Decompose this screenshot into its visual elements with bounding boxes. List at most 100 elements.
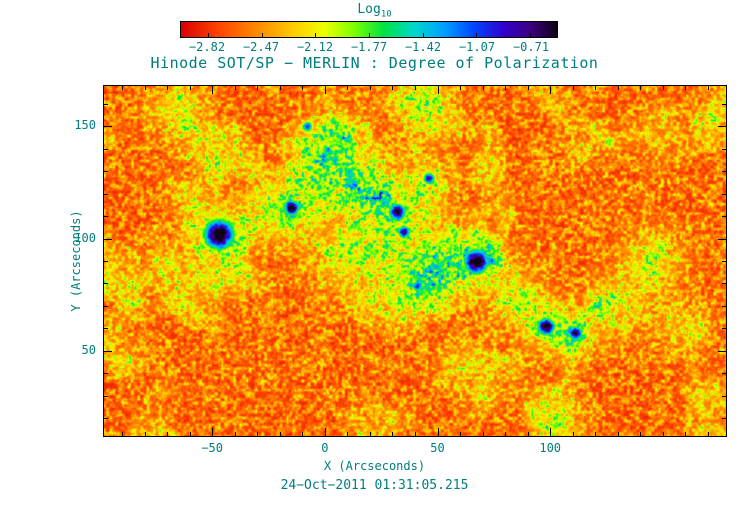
axis-tick bbox=[640, 432, 642, 436]
x-tick-label: −50 bbox=[201, 441, 224, 455]
axis-tick bbox=[167, 86, 169, 90]
axis-tick bbox=[104, 216, 108, 218]
axis-tick bbox=[104, 418, 108, 420]
axis-tick bbox=[572, 86, 574, 90]
axis-tick bbox=[104, 350, 112, 352]
colorbar-gradient bbox=[181, 22, 557, 37]
colorbar-tick bbox=[207, 33, 209, 37]
axis-tick bbox=[482, 432, 484, 436]
x-axis-label: X (Arcseconds) bbox=[323, 459, 426, 473]
colorbar-title-text: Log bbox=[357, 2, 381, 17]
axis-tick bbox=[279, 86, 281, 90]
y-tick-label: 100 bbox=[74, 230, 96, 245]
y-tick-label: 50 bbox=[81, 342, 96, 357]
axis-tick bbox=[104, 148, 108, 150]
colorbar-tick-label: −2.47 bbox=[242, 40, 280, 54]
axis-tick bbox=[369, 432, 371, 436]
axis-tick bbox=[718, 126, 726, 128]
colorbar bbox=[180, 21, 558, 38]
axis-tick bbox=[722, 261, 726, 262]
axis-tick bbox=[437, 86, 439, 94]
axis-tick bbox=[257, 432, 259, 436]
axis-tick bbox=[144, 86, 146, 90]
colorbar-tick bbox=[315, 33, 317, 37]
axis-tick bbox=[527, 432, 529, 436]
axis-tick bbox=[527, 86, 529, 90]
axis-tick bbox=[392, 86, 394, 90]
axis-tick bbox=[722, 148, 726, 150]
axis-tick bbox=[189, 86, 191, 90]
axis-tick bbox=[104, 373, 108, 375]
axis-tick bbox=[167, 432, 169, 436]
colorbar-tick-label: −0.71 bbox=[512, 40, 550, 54]
x-tick-label: 100 bbox=[539, 441, 562, 455]
axis-tick bbox=[550, 86, 552, 94]
axis-tick bbox=[722, 193, 726, 195]
axis-tick bbox=[595, 86, 597, 90]
axis-tick bbox=[722, 418, 726, 420]
axis-tick bbox=[369, 86, 371, 90]
axis-tick bbox=[104, 238, 112, 240]
axis-tick bbox=[212, 428, 214, 436]
timestamp: 24−Oct−2011 01:31:05.215 bbox=[280, 478, 469, 493]
axis-tick bbox=[324, 86, 326, 94]
plot-area bbox=[103, 85, 727, 437]
axis-tick bbox=[722, 373, 726, 375]
colorbar-tick-label: −1.07 bbox=[458, 40, 496, 54]
colorbar-title-subscript: 10 bbox=[380, 9, 392, 20]
axis-tick bbox=[572, 432, 574, 436]
axis-tick bbox=[722, 328, 726, 330]
axis-tick bbox=[104, 395, 108, 397]
axis-tick bbox=[415, 86, 416, 90]
axis-tick bbox=[460, 86, 462, 90]
axis-tick bbox=[505, 86, 507, 90]
axis-tick bbox=[122, 86, 124, 90]
axis-tick bbox=[324, 428, 326, 436]
axis-tick bbox=[718, 350, 726, 352]
axis-tick bbox=[437, 428, 439, 436]
axis-tick bbox=[104, 193, 108, 195]
colorbar-tick bbox=[369, 33, 370, 37]
colorbar-tick bbox=[422, 33, 424, 37]
y-axis-label: Y (Arcseconds) bbox=[69, 210, 83, 312]
axis-tick bbox=[347, 432, 349, 436]
axis-tick bbox=[104, 126, 112, 128]
colorbar-tick-label: −2.82 bbox=[188, 40, 226, 54]
axis-tick bbox=[302, 86, 304, 90]
axis-tick bbox=[279, 432, 281, 436]
axis-tick bbox=[104, 261, 108, 262]
colorbar-tick bbox=[261, 33, 263, 37]
axis-tick bbox=[718, 238, 726, 240]
axis-tick bbox=[104, 171, 108, 173]
chart-title: Hinode SOT/SP − MERLIN : Degree of Polar… bbox=[150, 54, 599, 72]
axis-tick bbox=[144, 432, 146, 436]
axis-tick bbox=[707, 86, 709, 90]
axis-tick bbox=[104, 305, 108, 307]
axis-tick bbox=[104, 283, 108, 285]
x-tick-label: 50 bbox=[430, 441, 445, 455]
axis-tick bbox=[104, 103, 108, 105]
y-tick-label: 150 bbox=[74, 118, 96, 133]
axis-tick bbox=[685, 86, 687, 90]
axis-tick bbox=[722, 305, 726, 307]
axis-tick bbox=[505, 432, 507, 436]
axis-tick bbox=[122, 432, 124, 436]
colorbar-tick-label: −2.12 bbox=[296, 40, 334, 54]
axis-tick bbox=[722, 103, 726, 105]
axis-tick bbox=[662, 86, 664, 90]
axis-tick bbox=[234, 86, 236, 90]
axis-tick bbox=[302, 432, 304, 436]
colorbar-tick bbox=[530, 33, 532, 37]
axis-tick bbox=[189, 432, 191, 436]
axis-tick bbox=[595, 432, 597, 436]
axis-tick bbox=[482, 86, 484, 90]
axis-tick bbox=[257, 86, 259, 90]
axis-tick bbox=[550, 428, 552, 436]
axis-tick bbox=[212, 86, 214, 94]
axis-tick bbox=[104, 328, 108, 330]
heatmap-canvas bbox=[104, 86, 726, 436]
axis-tick bbox=[722, 395, 726, 397]
axis-tick bbox=[392, 432, 394, 436]
axis-tick bbox=[617, 86, 619, 90]
